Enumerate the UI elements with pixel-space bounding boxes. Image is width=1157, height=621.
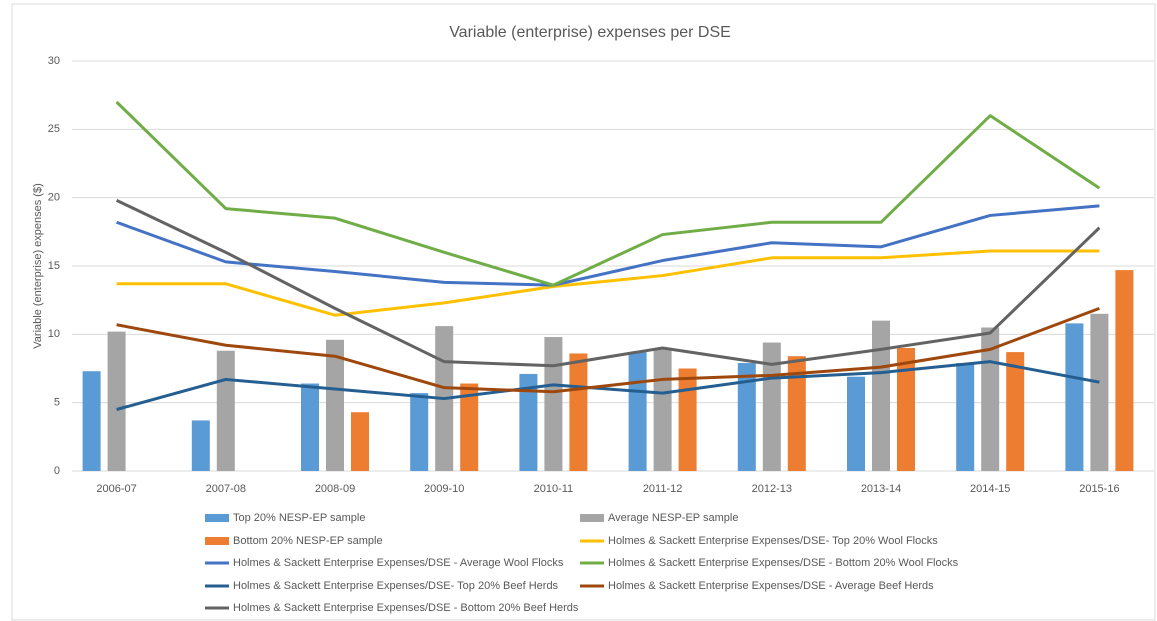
y-tick-label: 10 (48, 328, 60, 340)
legend-label: Holmes & Sackett Enterprise Expenses/DSE… (233, 580, 559, 592)
chart-border (11, 3, 1156, 621)
bar (410, 393, 429, 471)
bar (872, 320, 890, 471)
bar (107, 331, 126, 471)
y-tick-label: 30 (48, 55, 60, 67)
bar (460, 383, 479, 471)
bar (628, 352, 647, 471)
bar (216, 350, 235, 471)
line-series (116, 306, 1100, 394)
bar (787, 356, 806, 471)
y-tick-label: 25 (48, 123, 60, 135)
x-tick-label: 2014-15 (970, 483, 1010, 495)
bar (1115, 270, 1134, 471)
bar (82, 371, 101, 471)
bar (956, 363, 975, 471)
x-tick-label: 2011-12 (643, 483, 683, 495)
bar (762, 342, 781, 471)
bar (678, 368, 697, 471)
bar (897, 348, 915, 471)
bar (569, 353, 588, 471)
bar (847, 376, 865, 471)
x-tick-label: 2012-13 (752, 483, 792, 495)
line-series (116, 249, 1100, 317)
legend-swatch (580, 514, 604, 522)
bar (1065, 323, 1084, 471)
line-series (116, 360, 1100, 411)
y-tick-label: 0 (54, 465, 60, 477)
x-tick-label: 2006-07 (96, 483, 136, 495)
legend-label: Holmes & Sackett Enterprise Expenses/DSE… (233, 557, 564, 569)
bar (326, 339, 344, 471)
bar (301, 383, 319, 471)
x-tick-label: 2015-16 (1079, 483, 1119, 495)
legend-label: Holmes & Sackett Enterprise Expenses/DSE… (608, 557, 959, 569)
legend-label: Holmes & Sackett Enterprise Expenses/DSE… (233, 602, 579, 614)
y-axis-label: Variable (enterprise) expenses ($) (32, 183, 44, 348)
x-tick-label: 2013-14 (861, 483, 901, 495)
bar (653, 349, 672, 471)
legend-swatch (205, 514, 229, 522)
y-tick-label: 5 (54, 397, 60, 409)
bar (544, 337, 563, 471)
bar (191, 420, 210, 471)
legend-label: Holmes & Sackett Enterprise Expenses/DSE… (608, 535, 938, 547)
x-tick-label: 2010-11 (534, 483, 574, 495)
bar (1090, 313, 1109, 471)
legend-label: Top 20% NESP-EP sample (233, 512, 365, 524)
legend-label: Average NESP-EP sample (608, 512, 738, 524)
y-tick-label: 15 (48, 260, 60, 272)
line-series (115, 100, 1101, 287)
x-tick-label: 2009-10 (424, 483, 464, 495)
line-series (115, 199, 1101, 368)
line-series (116, 204, 1100, 287)
legend-label: Bottom 20% NESP-EP sample (233, 535, 383, 547)
legend-label: Holmes & Sackett Enterprise Expenses/DSE… (608, 580, 934, 592)
bar (1006, 352, 1025, 471)
y-tick-label: 20 (48, 192, 60, 204)
bar (737, 363, 756, 471)
bar (519, 373, 538, 471)
x-tick-label: 2008-09 (315, 483, 355, 495)
bar (351, 412, 369, 471)
chart-title: Variable (enterprise) expenses per DSE (449, 24, 731, 41)
x-tick-label: 2007-08 (206, 483, 246, 495)
legend-swatch (205, 537, 229, 545)
